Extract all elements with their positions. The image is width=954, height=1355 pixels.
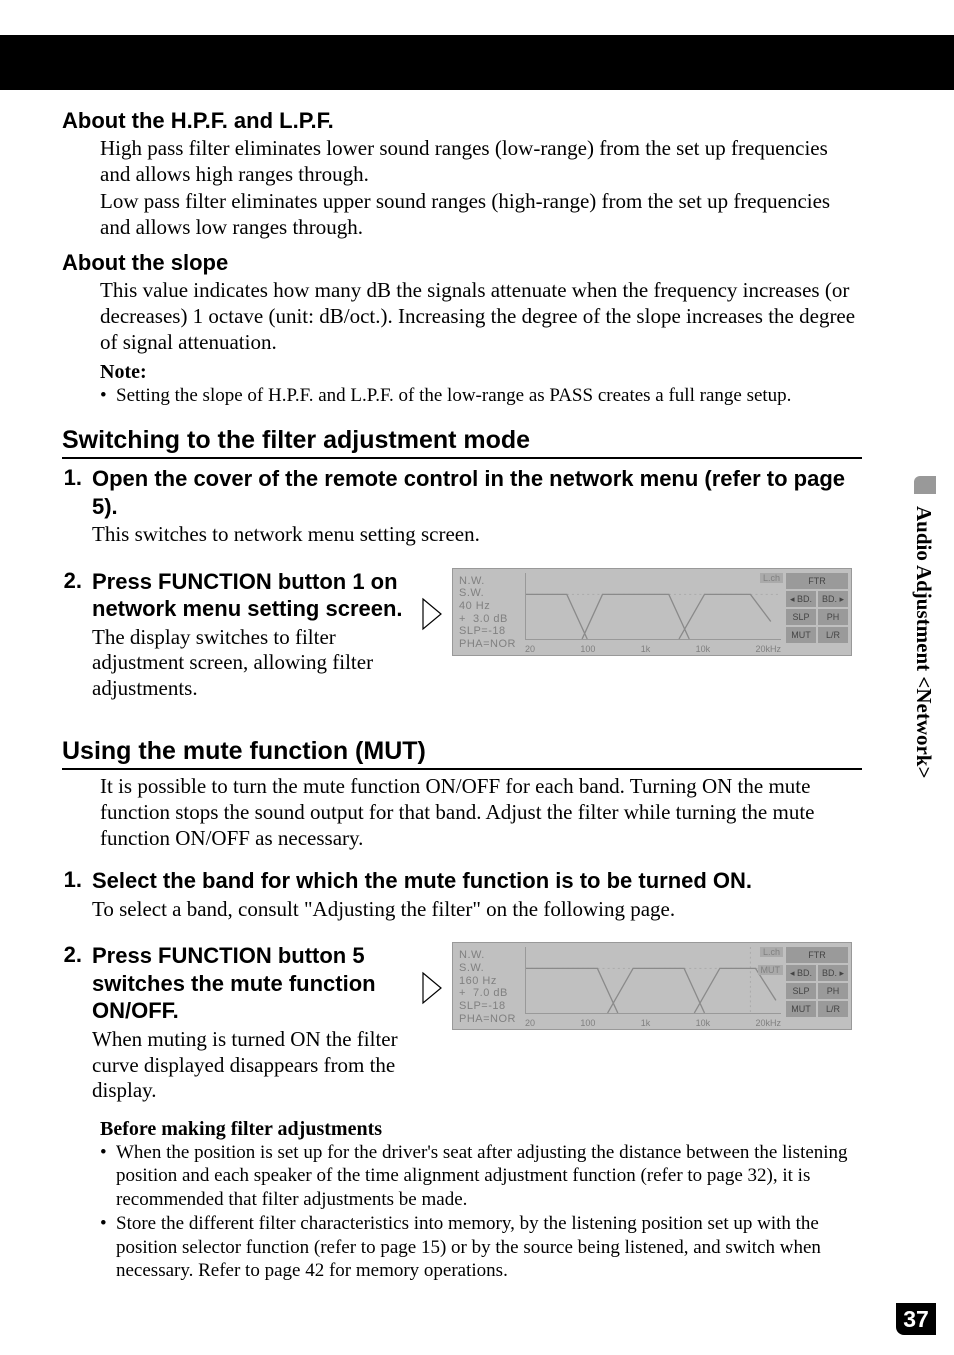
step-text: The display switches to filter adjustmen… [92,625,432,702]
lcd-buttons: FTR ◂ BD. BD. ▸ SLP PH MUT L/R [786,573,848,643]
lcd-line: SLP=-18 [459,1000,516,1013]
lcd-btn-lr: L/R [818,627,848,643]
lcd-line: SLP=-18 [459,625,516,638]
lcd-line: N.W. [459,575,516,588]
xaxis-tick: 20kHz [755,1018,781,1028]
lcd-btn-mut: MUT [786,1001,816,1017]
lcd-line: S.W. [459,962,516,975]
lcd-line: N.W. [459,949,516,962]
lcd-btn-mut: MUT [786,627,816,643]
lcd-btn-ph: PH [818,609,848,625]
xaxis-tick: 20kHz [755,644,781,654]
step-text: To select a band, consult "Adjusting the… [92,897,862,923]
lch-indicator: L.ch [760,573,783,583]
lcd-line: 160 Hz [459,975,516,988]
bullet: • Store the different filter characteris… [100,1212,862,1283]
step-title: Open the cover of the remote control in … [92,465,862,520]
para-mute-intro: It is possible to turn the mute function… [100,774,862,851]
heading-mute: Using the mute function (MUT) [62,737,862,770]
step-row: 2. Press FUNCTION button 5 switches the … [62,942,862,1103]
note-label: Note: [100,361,862,384]
bullet: • When the position is set up for the dr… [100,1141,862,1212]
note-bullet: • Setting the slope of H.P.F. and L.P.F.… [100,384,862,408]
lcd-line: + 7.0 dB [459,987,516,1000]
lcd-line: + 3.0 dB [459,613,516,626]
heading-switching: Switching to the filter adjustment mode [62,426,862,459]
xaxis-tick: 100 [580,1018,595,1028]
step-number: 1. [62,867,92,922]
lcd-graph [525,573,781,640]
pointer-triangle-icon [420,596,444,632]
step-text: When muting is turned ON the filter curv… [92,1027,432,1104]
xaxis-tick: 10k [696,1018,711,1028]
step-row: 1. Open the cover of the remote control … [62,465,862,548]
lch-indicator: L.ch [760,947,783,957]
lcd-btn-ftr: FTR [786,947,848,963]
heading-hpf-lpf: About the H.P.F. and L.P.F. [62,108,862,134]
para-hpf: High pass filter eliminates lower sound … [100,136,862,187]
xaxis-tick: 1k [641,1018,651,1028]
lcd-params: N.W. S.W. 160 Hz + 7.0 dB SLP=-18 PHA=NO… [459,949,516,1025]
step-row: 1. Select the band for which the mute fu… [62,867,862,922]
heading-slope: About the slope [62,250,862,276]
lcd-line: S.W. [459,587,516,600]
lcd-btn-bd-prev: ◂ BD. [786,965,816,981]
step-title: Press FUNCTION button 5 switches the mut… [92,942,432,1025]
step-number: 2. [62,942,92,1103]
para-slope: This value indicates how many dB the sig… [100,278,862,355]
header-black-bar [0,35,954,90]
lcd-params: N.W. S.W. 40 Hz + 3.0 dB SLP=-18 PHA=NOR [459,575,516,651]
lcd-btn-bd-next: BD. ▸ [818,591,848,607]
lcd-line: PHA=NOR [459,638,516,651]
xaxis-tick: 20 [525,644,535,654]
step-row: 2. Press FUNCTION button 1 on network me… [62,568,862,702]
lcd-btn-slp: SLP [786,609,816,625]
lcd-line: PHA=NOR [459,1013,516,1026]
xaxis-tick: 100 [580,644,595,654]
step-number: 1. [62,465,92,548]
lcd-btn-ph: PH [818,983,848,999]
step-number: 2. [62,568,92,702]
page-number: 37 [896,1303,936,1335]
lcd-btn-bd-next: BD. ▸ [818,965,848,981]
bullet-text: When the position is set up for the driv… [116,1141,862,1212]
lcd-buttons: FTR ◂ BD. BD. ▸ SLP PH MUT L/R [786,947,848,1017]
xaxis-tick: 1k [641,644,651,654]
page-content: About the H.P.F. and L.P.F. High pass fi… [62,108,862,1283]
lcd-xaxis: 20 100 1k 10k 20kHz [525,1018,781,1028]
lcd-btn-lr: L/R [818,1001,848,1017]
heading-before-adjust: Before making filter adjustments [100,1118,862,1141]
lcd-display-2: N.W. S.W. 160 Hz + 7.0 dB SLP=-18 PHA=NO… [452,942,852,1030]
lcd-xaxis: 20 100 1k 10k 20kHz [525,644,781,654]
para-lpf: Low pass filter eliminates upper sound r… [100,189,862,240]
bullet-text: Store the different filter characteristi… [116,1212,862,1283]
pointer-triangle-icon [420,970,444,1006]
xaxis-tick: 20 [525,1018,535,1028]
lcd-graph [525,947,781,1014]
step-title: Select the band for which the mute funct… [92,867,862,895]
lcd-display-1: N.W. S.W. 40 Hz + 3.0 dB SLP=-18 PHA=NOR [452,568,852,656]
lcd-btn-ftr: FTR [786,573,848,589]
step-title: Press FUNCTION button 1 on network menu … [92,568,432,623]
lcd-btn-slp: SLP [786,983,816,999]
lcd-btn-bd-prev: ◂ BD. [786,591,816,607]
step-text: This switches to network menu setting sc… [92,522,862,548]
note-text: Setting the slope of H.P.F. and L.P.F. o… [116,384,862,408]
side-tab-label: Audio Adjustment <Network> [911,490,936,778]
lcd-line: 40 Hz [459,600,516,613]
xaxis-tick: 10k [696,644,711,654]
mut-indicator: MUT [758,965,784,975]
